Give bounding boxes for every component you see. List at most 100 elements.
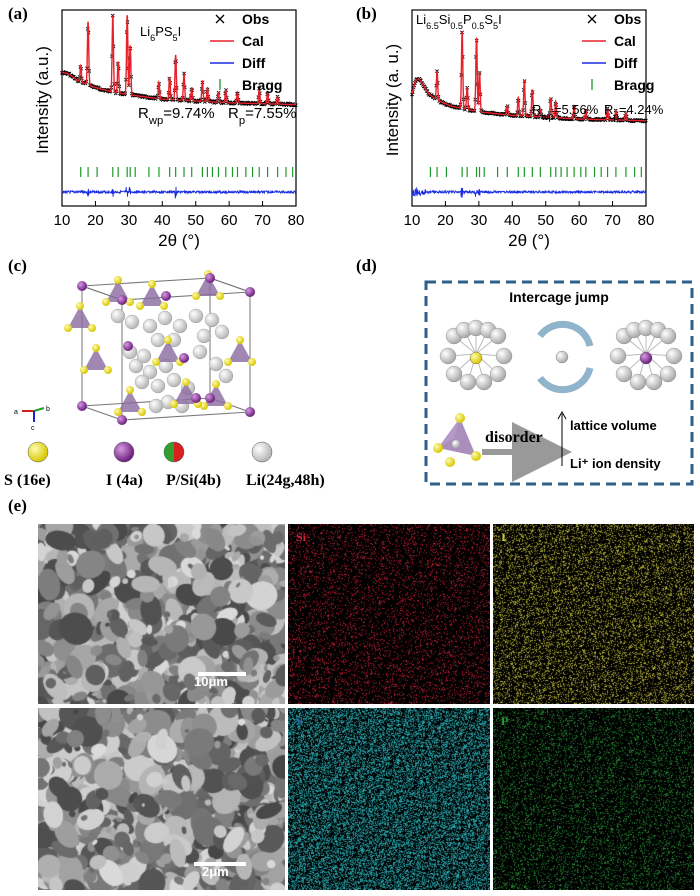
li-atom [142,318,158,334]
x-tick-label: 80 [288,212,305,229]
eds-label-s: S [296,714,303,728]
iodine-atom [77,401,87,411]
eds-map-si: Si [288,524,490,704]
x-tick-label: 80 [638,212,655,229]
iodine-atom [161,291,171,301]
panel-label-d: (d) [356,256,377,275]
iodine-legend-sphere [113,441,135,463]
x-tick-label: 60 [571,212,588,229]
ps4-tetrahedron [196,274,220,296]
li-atom [166,372,182,388]
tetrahedron-icon [433,413,481,467]
legend-psi-label: P/Si(4b) [166,472,221,489]
axis-a-label: a [14,409,18,416]
x-axis-title: 2θ (°) [158,231,200,250]
panel-label-a: (a) [8,4,28,23]
x-tick-label: 20 [87,212,104,229]
li-atom [172,318,188,334]
iodine-atom [117,295,127,305]
ps4-tetrahedron [68,306,92,328]
axis-c-label: c [31,425,35,432]
legend-entry: Diff [614,55,638,71]
sem-image-top: 10μm [38,524,285,704]
li-atom [150,378,166,394]
x-tick-label: 30 [121,212,138,229]
panel-label-b: (b) [356,4,377,23]
calculated-curve [61,15,296,106]
ps4-tetrahedron [156,340,180,362]
ps4-tetrahedron [228,340,252,362]
refinement-factor: Rwp=9.74% [138,105,215,127]
x-tick-label: 50 [537,212,554,229]
iodine-atom [179,353,189,363]
iodine-atom [205,273,215,283]
iodine-atom [123,341,133,351]
plot-frame [411,9,647,207]
legend: Obs Cal Diff Bragg [582,11,654,93]
li-atom [150,332,166,348]
bragg-markers [429,167,642,177]
atom-legend: S (16e) I (4a) P/Si(4b) Li(24g,48h) [4,441,325,489]
eds-label-p: P [501,714,509,728]
li-atom [124,314,140,330]
lattice-volume-label: lattice volume [570,418,657,433]
legend-entry: Diff [242,55,266,71]
li-atom [148,398,164,414]
sem-eds-panel: 10μm Si I 2μm S P [38,524,694,890]
plot-frame [61,9,297,207]
legend-li-label: Li(24g,48h) [246,472,325,489]
ps4-tetrahedron [140,284,164,306]
iodine-atom [117,415,127,425]
xrd-chart-a: 10 20 30 40 50 60 70 80 2θ (°) Intensity (a.u.) Ob… [33,9,305,250]
scale-label-top: 10μm [194,674,228,689]
bragg-markers [80,167,294,177]
li-atom [136,348,152,364]
li-atom [128,358,144,374]
legend-s-label: S (16e) [4,472,51,489]
legend-entry: Obs [614,11,641,27]
compound-label: Li6.5Si0.5P0.5S5I [416,12,502,31]
scale-label-bottom: 2μm [202,864,229,879]
ps4-tetrahedron [118,390,142,412]
x-tick-label: 40 [154,212,171,229]
li-atom [142,364,158,380]
x-tick-label: 30 [471,212,488,229]
legend-entry: Bragg [614,77,654,93]
x-tick-label: 60 [221,212,238,229]
crystal-structure-panel: a b c S (16e) I (4a) P/Si(4b) Li(24g,48h… [4,270,325,489]
li-atom [204,312,220,328]
li-atom [157,310,173,326]
x-tick-label: 20 [437,212,454,229]
x-tick-label: 70 [254,212,271,229]
legend: Obs Cal Diff Bragg [210,11,282,93]
iodine-atom [245,287,255,297]
eds-map-p: P [493,708,694,890]
sulfur-legend-sphere [27,441,49,463]
y-axis-title: Intensity (a.u.) [33,46,52,154]
li-atom [188,308,204,324]
iodine-atom [245,407,255,417]
panel-label-c: (c) [8,256,27,275]
compound-label: Li6PS5I [140,24,181,43]
li-cage-left [439,319,513,391]
ps4-tetrahedron [84,348,108,370]
exchange-arrows [537,320,594,394]
refinement-factor: Rp=7.55% [228,105,296,127]
dashed-frame [424,280,694,486]
scale-bar-bottom [194,862,246,866]
iodine-atom [77,281,87,291]
disorder-label: disorder [485,429,543,446]
refinement-factor: Rwp=5.56% [532,102,599,123]
li-atom [196,328,212,344]
li-atom [214,324,230,340]
li-atom [218,368,234,384]
li-cage-right [609,319,683,391]
legend-entry: Bragg [242,77,282,93]
li-atom [110,308,126,324]
panel-label-e: (e) [8,496,27,515]
x-tick-label: 10 [54,212,71,229]
eds-map-s: S [288,708,490,890]
intercage-title: Intercage jump [509,289,609,305]
scale-bar-top [198,672,246,676]
p-si-legend-sphere [163,441,185,463]
